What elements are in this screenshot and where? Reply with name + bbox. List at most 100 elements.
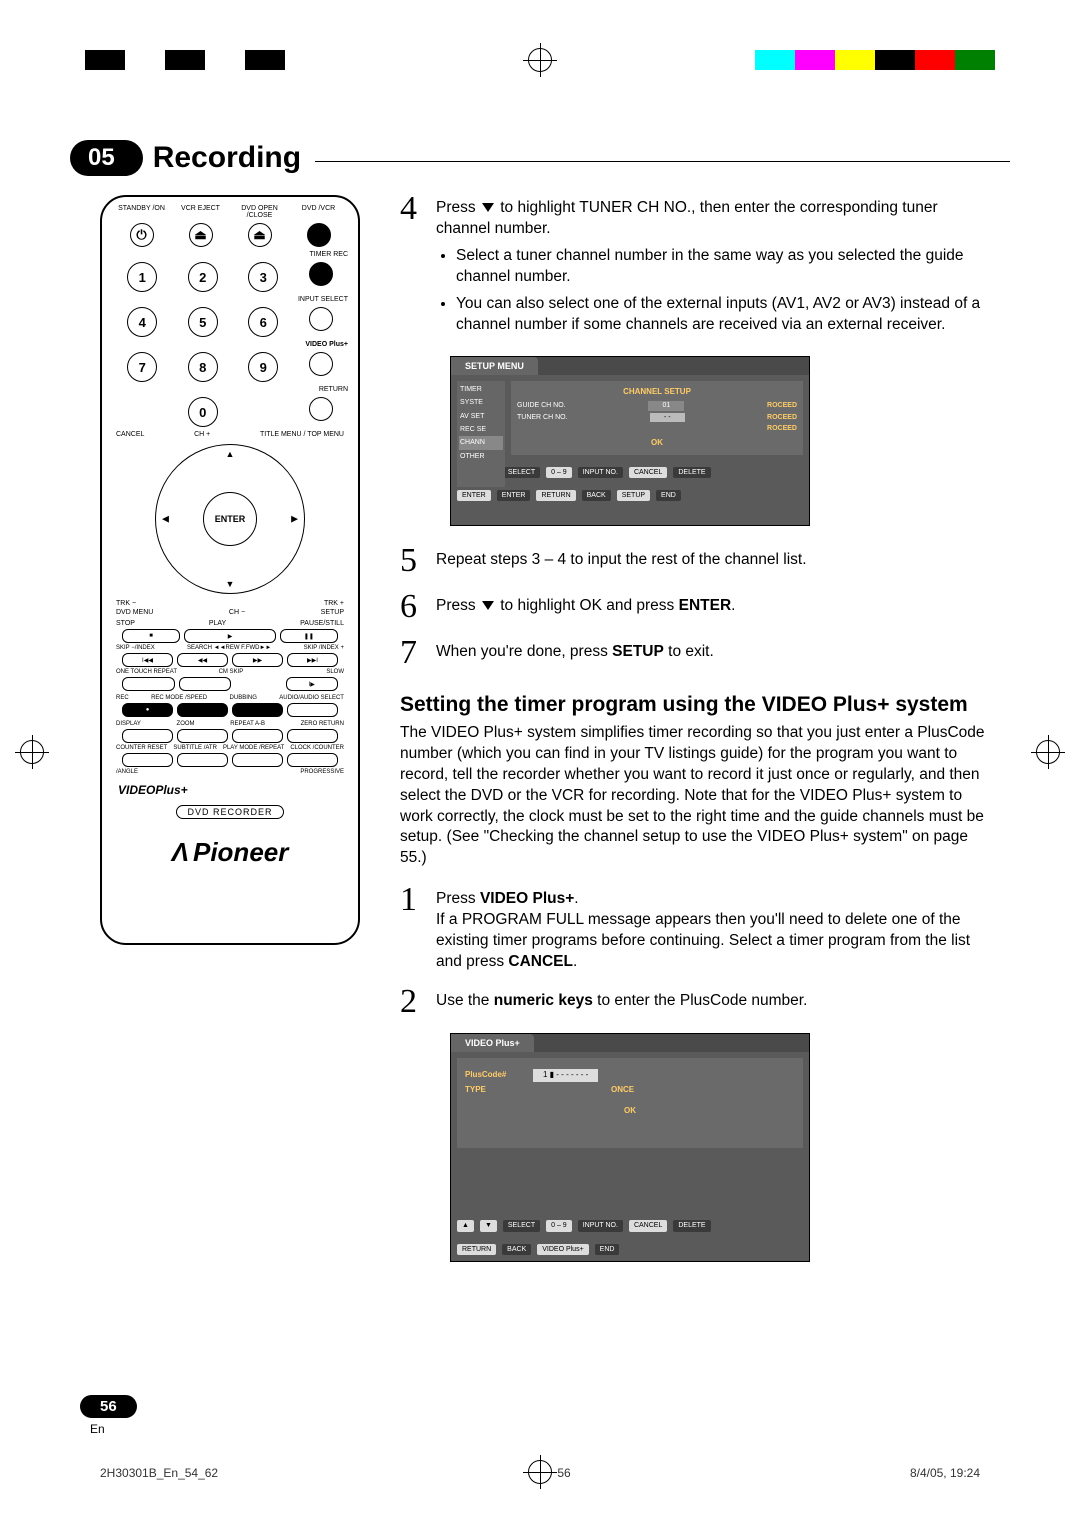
down-arrow-icon (482, 601, 494, 610)
progressive-label: PROGRESSIVE (300, 769, 344, 775)
stop-button: ■ (122, 629, 180, 643)
legend-item: BACK (582, 490, 611, 501)
osd-panel: CHANNEL SETUP GUIDE CH NO.01ROCEED TUNER… (511, 381, 803, 455)
input-select-button (309, 307, 333, 331)
down-arrow-icon: ▼ (226, 579, 235, 589)
pause-label: PAUSE/STILL (300, 620, 344, 627)
registration-colorbar-cmyk (755, 50, 995, 70)
bold-text: CANCEL (508, 953, 573, 970)
play-label: PLAY (209, 620, 226, 627)
step-text: Repeat steps 3 – 4 to input the rest of … (436, 544, 807, 578)
osd-side-item: TIMER (459, 383, 503, 396)
num-8: 8 (188, 352, 218, 382)
job-date: 8/4/05, 19:24 (910, 1466, 980, 1480)
zeroreturn-label: ZERO RETURN (301, 721, 344, 727)
osd-tab: VIDEO Plus+ (451, 1034, 534, 1052)
timer-rec-label: TIMER REC (112, 251, 348, 258)
ch-plus-label: CH + (194, 431, 210, 438)
dubbing-label: DUBBING (230, 695, 257, 701)
osd-side-item: OTHER (459, 450, 503, 463)
repeat-button (122, 677, 175, 691)
rule (315, 161, 1010, 162)
step-number: 5 (400, 544, 426, 578)
cmskip-button (179, 677, 232, 691)
step-number: 7 (400, 636, 426, 670)
osd-legend: RETURN BACK VIDEO Plus+ END (457, 1244, 803, 1255)
osd-sidebar: TIMER SYSTE AV SET REC SE CHANN OTHER (457, 381, 505, 487)
osd-side-item: SYSTE (459, 396, 503, 409)
step-6: 6 Press to highlight OK and press ENTER. (400, 590, 990, 624)
videoplus-logo: VIDEOPlus+ (118, 783, 188, 797)
num-5: 5 (188, 307, 218, 337)
angle-label: /ANGLE (116, 769, 138, 775)
legend-item: DELETE (673, 1220, 710, 1231)
job-page: 56 (557, 1466, 570, 1480)
osd-legend: ▲ ▼ SELECT 0 – 9 INPUT NO. CANCEL DELETE (457, 1220, 803, 1231)
repeat-label: ONE TOUCH REPEAT (116, 669, 177, 675)
rec-label: REC (116, 695, 129, 701)
legend-item: ENTER (457, 490, 491, 501)
cancel-label: CANCEL (116, 431, 144, 438)
videoplus-label: VIDEO Plus+ (112, 341, 348, 348)
left-arrow-icon: ◀ (162, 514, 169, 525)
legend-item: 0 – 9 (546, 467, 572, 478)
job-filename: 2H30301B_En_54_62 (100, 1466, 218, 1480)
page-number: 56 (80, 1395, 137, 1418)
field-label: TUNER CH NO. (517, 413, 568, 422)
registration-colorbar-bw (85, 50, 325, 70)
slow-button: I▶ (286, 677, 339, 691)
num-9: 9 (248, 352, 278, 382)
proceed-label: ROCEED (767, 413, 797, 422)
proceed-label: ROCEED (767, 424, 797, 433)
nav-wheel: ▲ ▼ ◀ ▶ ENTER (155, 444, 305, 594)
subtitle-label: SUBTITLE /ATR (173, 745, 217, 751)
section-heading: Setting the timer program using the VIDE… (400, 692, 990, 717)
proceed-label: ROCEED (767, 401, 797, 410)
audio-label: AUDIO/AUDIO SELECT (279, 695, 344, 701)
step-text: Press to highlight OK and press ENTER. (436, 590, 735, 624)
legend-item: 0 – 9 (546, 1220, 572, 1231)
legend-item: CANCEL (629, 467, 667, 478)
step-number: 1 (400, 883, 426, 973)
chapter-title: Recording (153, 141, 301, 175)
search-label: SEARCH ◄◄REW F.FWD►► (187, 645, 271, 651)
field-value: 1 ▮ - - - - - - - (533, 1069, 598, 1082)
counter-button (122, 753, 173, 767)
legend-item: SELECT (503, 467, 540, 478)
chapter-number: 05 (70, 140, 143, 176)
body-paragraph: The VIDEO Plus+ system simplifies timer … (400, 723, 990, 869)
bold-text: ENTER (679, 597, 732, 614)
enter-button: ENTER (203, 492, 257, 546)
standby-label: STANDBY /ON (112, 205, 171, 219)
step-number: 4 (400, 192, 426, 342)
print-jobline: 2H30301B_En_54_62 56 8/4/05, 19:24 (100, 1466, 980, 1480)
trk-plus-label: TRK + (324, 600, 344, 607)
repeatab-button (232, 729, 283, 743)
num-4: 4 (127, 307, 157, 337)
zoom-label: ZOOM (177, 721, 195, 727)
step-5: 5 Repeat steps 3 – 4 to input the rest o… (400, 544, 990, 578)
step-7: 7 When you're done, press SETUP to exit. (400, 636, 990, 670)
slow-label: SLOW (326, 669, 344, 675)
clock-button (287, 753, 338, 767)
legend-item: ENTER (497, 490, 531, 501)
counter-label: COUNTER RESET (116, 745, 167, 751)
playmode-button (232, 753, 283, 767)
step-text: Use the numeric keys to enter the PlusCo… (436, 985, 807, 1019)
dvd-recorder-label: DVD RECORDER (176, 805, 283, 819)
eject-icon: ⏏ (248, 223, 272, 247)
recmode-button (177, 703, 228, 717)
num-6: 6 (248, 307, 278, 337)
bullet: You can also select one of the external … (456, 294, 990, 336)
osd-legend: ▲ ▼ SELECT 0 – 9 INPUT NO. CANCEL DELETE (457, 467, 803, 478)
step-1: 1 Press VIDEO Plus+. If a PROGRAM FULL m… (400, 883, 990, 973)
legend-item: END (656, 490, 681, 501)
legend-item: INPUT NO. (578, 1220, 623, 1231)
legend-item: SETUP (617, 490, 650, 501)
step-text: When you're done, press SETUP to exit. (436, 636, 714, 670)
legend-item: BACK (502, 1244, 531, 1255)
input-select-label: INPUT SELECT (112, 296, 348, 303)
down-arrow-icon (482, 203, 494, 212)
osd-legend: ENTER ENTER RETURN BACK SETUP END (457, 490, 803, 501)
eject-label: VCR EJECT (171, 205, 230, 219)
